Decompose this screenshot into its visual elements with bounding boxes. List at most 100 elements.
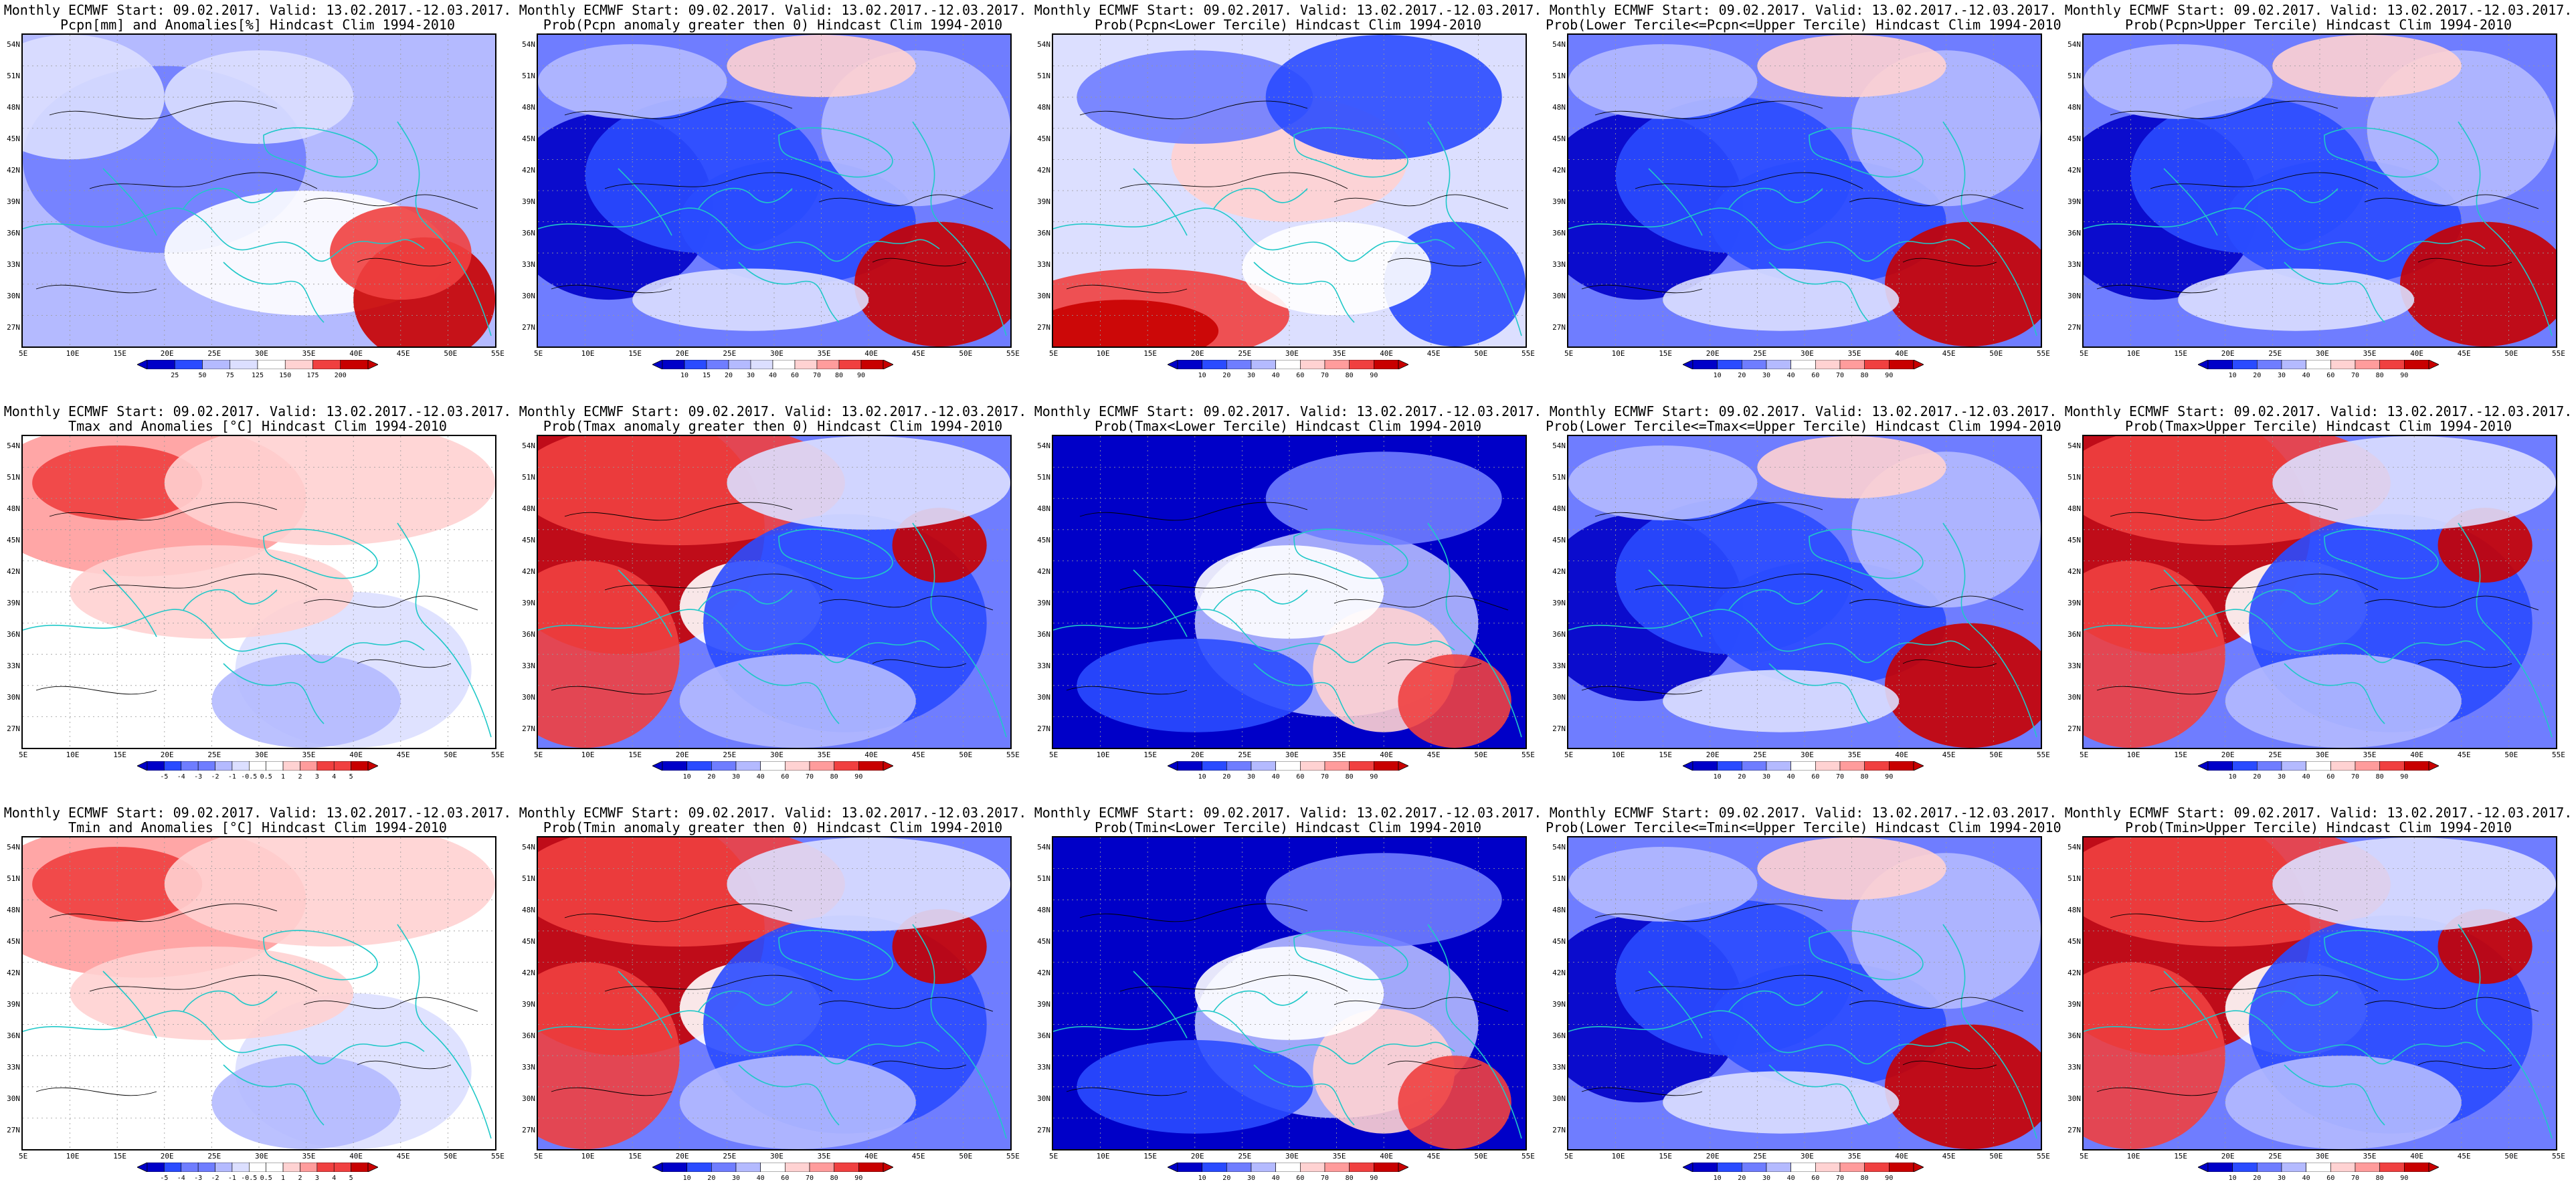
contour-line — [2150, 975, 2379, 992]
colorbar-tick-label: 70 — [805, 1175, 814, 1182]
coastline — [1213, 589, 1308, 611]
colorbar-segment — [1251, 1163, 1276, 1172]
longitude-label: 10E — [66, 1152, 80, 1161]
coastline — [1942, 522, 1984, 637]
colorbar-tick-label: -4 — [177, 773, 185, 781]
longitude-label: 45E — [1942, 1152, 1956, 1161]
contour-line — [49, 100, 278, 120]
colorbar-segment — [1177, 761, 1202, 771]
latitude-label: 27N — [522, 1126, 535, 1134]
latitude-label: 45N — [1037, 134, 1050, 143]
coastline — [1809, 127, 1924, 178]
colorbar-tick-label: 80 — [1860, 372, 1869, 379]
coastline — [1293, 528, 1408, 579]
colorbar-segment — [816, 360, 840, 369]
colorbar-tick-label: 80 — [830, 1175, 838, 1182]
coastline — [2284, 663, 2385, 724]
colorbar-tick-label: 2 — [298, 1175, 302, 1182]
colorbar-segment — [1815, 761, 1841, 771]
latitude-label: 39N — [522, 599, 535, 607]
field-shade — [727, 837, 1010, 931]
colorbar — [652, 761, 893, 771]
colorbar-segment — [711, 1163, 737, 1172]
longitude-label: 45E — [911, 1152, 925, 1161]
longitude-label: 30E — [1285, 349, 1299, 358]
colorbar-arrow-high — [2428, 1163, 2439, 1172]
longitude-label: 45E — [2457, 349, 2471, 358]
latitude-label: 45N — [1037, 536, 1050, 544]
colorbar-segment — [1226, 360, 1252, 369]
colorbar-segment — [1717, 1163, 1742, 1172]
colorbar-tick-label: 90 — [1370, 1175, 1378, 1182]
colorbar-segment — [760, 1163, 786, 1172]
field-shade — [2272, 837, 2556, 931]
forecast-panel: Monthly ECMWF Start: 09.02.2017. Valid: … — [515, 401, 1030, 803]
colorbar-arrow-high — [883, 761, 893, 771]
coastline — [397, 121, 438, 236]
latitude-label: 51N — [1037, 72, 1050, 80]
latitude-label: 30N — [522, 693, 535, 702]
latitude-label: 27N — [1037, 724, 1050, 733]
panel-title: Monthly ECMWF Start: 09.02.2017. Valid: … — [519, 805, 1027, 821]
colorbar — [1168, 1163, 1408, 1172]
contour-line — [1849, 595, 2024, 611]
latitude-label: 27N — [7, 323, 20, 332]
colorbar-arrow-low — [1168, 1163, 1178, 1172]
colorbar-tick-label: -3 — [194, 1175, 203, 1182]
colorbar-segment — [1742, 761, 1767, 771]
latitude-label: 36N — [522, 1031, 535, 1040]
longitude-label: 20E — [675, 349, 689, 358]
colorbar-tick-label: 80 — [2375, 372, 2384, 379]
forecast-panel: Monthly ECMWF Start: 09.02.2017. Valid: … — [1546, 401, 2061, 803]
panel-title: Monthly ECMWF Start: 09.02.2017. Valid: … — [1034, 2, 1542, 18]
colorbar-segment — [2330, 761, 2356, 771]
longitude-label: 5E — [534, 349, 543, 358]
colorbar-tick-label: 60 — [2326, 773, 2335, 781]
longitude-label: 15E — [1143, 750, 1158, 759]
latitude-label: 48N — [522, 906, 535, 914]
latitude-label: 30N — [2067, 693, 2081, 702]
latitude-label: 30N — [1037, 292, 1050, 300]
panel-title: Monthly ECMWF Start: 09.02.2017. Valid: … — [1549, 805, 2057, 821]
longitude-label: 15E — [1143, 1152, 1158, 1161]
latitude-label: 27N — [1552, 323, 1566, 332]
coastline — [2163, 569, 2218, 637]
longitude-label: 15E — [113, 1152, 127, 1161]
contour-line — [357, 659, 452, 668]
colorbar-segment — [2379, 360, 2405, 369]
colorbar — [2198, 761, 2439, 771]
colorbar-segment — [1766, 1163, 1791, 1172]
colorbar-tick-label: 80 — [1860, 773, 1869, 781]
colorbar-tick-label: -1 — [227, 773, 236, 781]
longitude-label: 55E — [2037, 1152, 2050, 1161]
colorbar-segment — [1766, 761, 1791, 771]
colorbar — [1683, 1163, 1924, 1172]
contour-line — [35, 686, 157, 695]
contour-line — [1066, 686, 1188, 695]
colorbar-tick-label: 40 — [2302, 773, 2310, 781]
field-shade — [2084, 43, 2273, 119]
colorbar-arrow-low — [137, 360, 148, 369]
colorbar-tick-label: -0.5 — [241, 773, 258, 781]
forecast-panel: Monthly ECMWF Start: 09.02.2017. Valid: … — [515, 803, 1030, 1204]
contour-line — [818, 595, 994, 611]
colorbar-segment — [2404, 360, 2429, 369]
longitude-label: 25E — [2268, 349, 2282, 358]
coastline — [2243, 187, 2338, 209]
colorbar-segment — [2257, 761, 2282, 771]
colorbar-tick-label: 30 — [1247, 372, 1256, 379]
longitude-label: 20E — [675, 750, 689, 759]
longitude-label: 25E — [207, 1152, 221, 1161]
latitude-label: 48N — [522, 504, 535, 513]
longitude-label: 40E — [1380, 750, 1394, 759]
colorbar-segment — [312, 360, 341, 369]
contour-line — [89, 573, 318, 591]
longitude-label: 15E — [1659, 349, 1673, 358]
latitude-label: 54N — [1037, 843, 1050, 851]
colorbar-tick-label: 20 — [1222, 1175, 1231, 1182]
coastline — [1253, 262, 1355, 323]
latitude-label: 30N — [1037, 693, 1050, 702]
coastline — [618, 971, 672, 1039]
colorbar-segment — [249, 761, 266, 771]
longitude-label: 40E — [1895, 349, 1909, 358]
